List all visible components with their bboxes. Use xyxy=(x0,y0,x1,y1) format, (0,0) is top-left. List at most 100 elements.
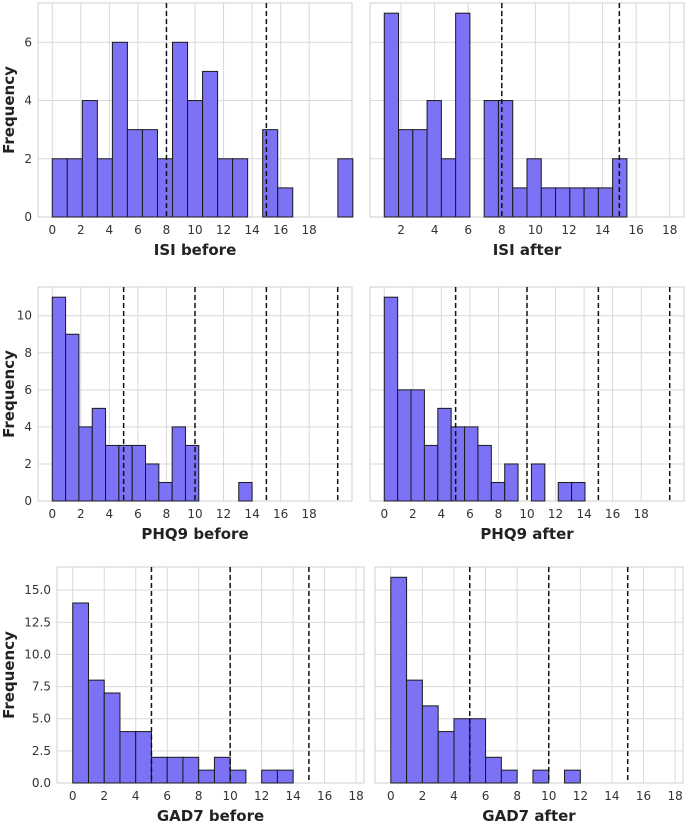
histogram-bar xyxy=(490,481,506,502)
histogram-bar xyxy=(111,41,128,218)
y-tick-label: 7.5 xyxy=(32,680,51,694)
histogram-bar xyxy=(485,756,502,784)
x-tick-label: 0 xyxy=(387,789,395,803)
histogram-bar xyxy=(597,187,614,218)
y-tick-label: 2.5 xyxy=(32,744,51,758)
histogram-bar xyxy=(87,679,105,784)
x-tick-label: 16 xyxy=(636,789,651,803)
histogram-bar xyxy=(232,158,249,218)
x-tick-label: 12 xyxy=(573,789,588,803)
x-axis-label: GAD7 before xyxy=(157,807,264,823)
x-axis-label: ISI after xyxy=(493,241,562,259)
plot-frame xyxy=(374,566,684,784)
histogram-bar xyxy=(555,187,571,218)
x-tick-label: 0 xyxy=(69,789,77,803)
histogram-bar xyxy=(135,731,152,784)
x-axis-label: ISI before xyxy=(154,241,237,259)
histogram-bar xyxy=(397,389,412,502)
x-tick-label: 14 xyxy=(595,223,610,237)
histogram-bar xyxy=(166,756,184,784)
y-tick-label: 8 xyxy=(24,346,32,360)
x-tick-label: 10 xyxy=(528,223,543,237)
x-tick-label: 18 xyxy=(302,223,317,237)
y-tick-label: 0 xyxy=(24,210,32,224)
histogram-bar xyxy=(145,463,160,502)
histogram-bar xyxy=(437,731,455,784)
histogram-bar xyxy=(530,463,546,502)
histogram-bar xyxy=(51,296,67,502)
x-tick-label: 14 xyxy=(286,789,301,803)
x-tick-label: 2 xyxy=(397,223,405,237)
x-tick-label: 10 xyxy=(519,507,534,521)
histogram-bar xyxy=(564,769,581,784)
y-tick-label: 10 xyxy=(17,309,32,323)
x-tick-label: 10 xyxy=(541,789,556,803)
histogram-bar xyxy=(156,158,174,218)
histogram-bar xyxy=(477,444,492,502)
x-tick-label: 0 xyxy=(380,507,388,521)
histogram-bar xyxy=(526,158,542,218)
panel-1: 0 2 4 6 8 10 12 14 16 18 0 2 4 6 ISI before Frequency xyxy=(0,2,354,259)
histogram-bar xyxy=(171,426,186,502)
x-tick-label: 4 xyxy=(106,507,114,521)
histogram-bar xyxy=(512,187,528,218)
histogram-bar xyxy=(262,129,279,218)
x-tick-label: 16 xyxy=(317,789,332,803)
histogram-bar xyxy=(421,705,439,784)
histogram-bar xyxy=(66,158,83,218)
x-tick-label: 16 xyxy=(273,507,288,521)
x-tick-label: 2 xyxy=(100,789,108,803)
y-tick-label: 0 xyxy=(24,494,32,508)
y-axis-label: Frequency xyxy=(0,631,18,719)
histogram-bar xyxy=(172,41,189,218)
histogram-bar xyxy=(141,129,158,218)
histogram-bar xyxy=(383,296,399,502)
x-tick-label: 4 xyxy=(106,223,114,237)
histogram-bar xyxy=(187,100,204,218)
x-tick-label: 16 xyxy=(629,223,644,237)
histogram-bar xyxy=(184,444,200,502)
y-tick-label: 6 xyxy=(24,35,32,49)
histogram-bar xyxy=(497,100,514,218)
x-tick-label: 6 xyxy=(134,507,142,521)
histogram-bar xyxy=(583,187,599,218)
panel-2: 2 4 6 8 10 12 14 16 18 ISI after xyxy=(369,2,685,259)
y-tick-label: 0.0 xyxy=(32,776,51,790)
histogram-bar xyxy=(126,129,143,218)
histogram-bar xyxy=(238,481,253,502)
histogram-bar xyxy=(105,444,120,502)
x-tick-label: 0 xyxy=(48,507,56,521)
histogram-bar xyxy=(423,444,439,502)
panel-4: 0 2 4 6 8 10 12 14 16 18 PHQ9 after xyxy=(369,286,685,543)
x-tick-label: 16 xyxy=(605,507,620,521)
histogram-bar xyxy=(150,756,168,784)
x-axis-label: PHQ9 before xyxy=(141,525,248,543)
x-tick-label: 12 xyxy=(561,223,576,237)
x-axis-label: PHQ9 after xyxy=(480,525,574,543)
histogram-bar xyxy=(81,100,98,218)
histogram-bar xyxy=(182,756,200,784)
histogram-bar xyxy=(532,769,550,784)
histogram-bar xyxy=(119,731,137,784)
histogram-bar xyxy=(103,692,121,784)
x-tick-label: 0 xyxy=(48,223,56,237)
histogram-bar xyxy=(426,100,442,218)
x-tick-label: 6 xyxy=(466,507,474,521)
histogram-bar xyxy=(483,100,499,218)
histogram-bar xyxy=(455,12,471,218)
x-tick-label: 2 xyxy=(77,507,85,521)
histogram-bar xyxy=(504,463,519,502)
x-axis-label: GAD7 after xyxy=(482,807,576,823)
x-tick-label: 18 xyxy=(667,789,682,803)
y-tick-label: 10.0 xyxy=(24,647,51,661)
x-tick-label: 10 xyxy=(223,789,238,803)
y-tick-label: 12.5 xyxy=(24,615,51,629)
histogram-bar xyxy=(91,407,107,502)
histogram-bar xyxy=(51,158,68,218)
x-tick-label: 18 xyxy=(634,507,649,521)
histogram-bar xyxy=(437,407,452,502)
histogram-bar xyxy=(229,769,247,784)
x-tick-label: 18 xyxy=(662,223,677,237)
histogram-bar xyxy=(276,769,294,784)
